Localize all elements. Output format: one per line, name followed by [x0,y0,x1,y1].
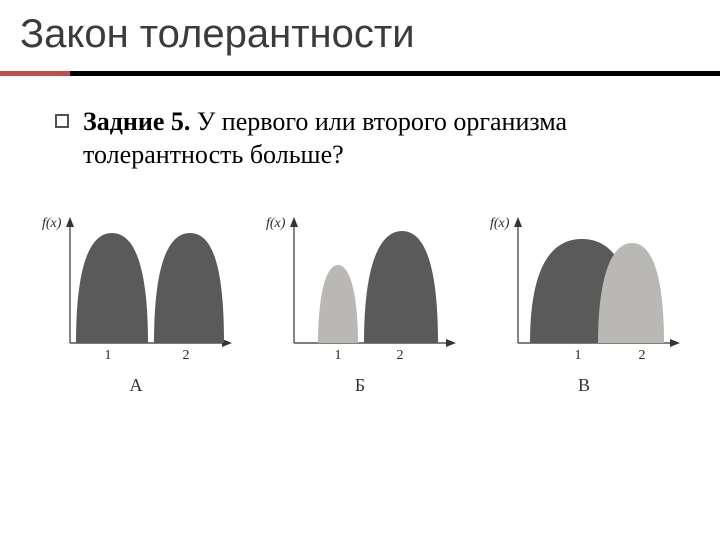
chart-svg-c: f(x) 1 2 [484,211,684,371]
y-axis-label: f(x) [266,216,286,231]
chart-svg-b: f(x) 1 2 [260,211,460,371]
tick-b-1: 1 [335,348,342,363]
tick-c-1: 1 [575,348,582,363]
y-axis-label: f(x) [42,216,62,231]
tick-c-2: 2 [639,348,646,363]
body-block: Задние 5. У первого или второго организм… [0,76,720,171]
curve-b-1 [318,265,358,343]
title-underline [0,71,720,76]
underline-main [70,71,720,76]
charts-row: f(x) 1 2 А f(x) 1 2 [0,211,720,396]
tick-b-2: 2 [397,348,404,363]
curve-a-2 [154,233,224,343]
tick-a-1: 1 [105,348,112,363]
curve-b-2 [364,231,438,343]
title-block: Закон толерантности [0,0,720,65]
underline-accent [0,71,70,76]
chart-panel-c: f(x) 1 2 В [484,211,684,396]
chart-panel-b: f(x) 1 2 Б [260,211,460,396]
body-text: Задние 5. У первого или второго организм… [83,106,680,171]
panel-label-a: А [130,375,143,396]
chart-panel-a: f(x) 1 2 А [36,211,236,396]
curve-a-1 [76,233,148,343]
bullet-square-icon [55,114,69,128]
chart-svg-a: f(x) 1 2 [36,211,236,371]
panel-label-b: Б [355,375,365,396]
slide-title: Закон толерантности [20,12,700,57]
y-axis-label: f(x) [490,216,510,231]
body-lead: Задние 5. [83,107,190,136]
panel-label-c: В [578,375,590,396]
tick-a-2: 2 [183,348,190,363]
